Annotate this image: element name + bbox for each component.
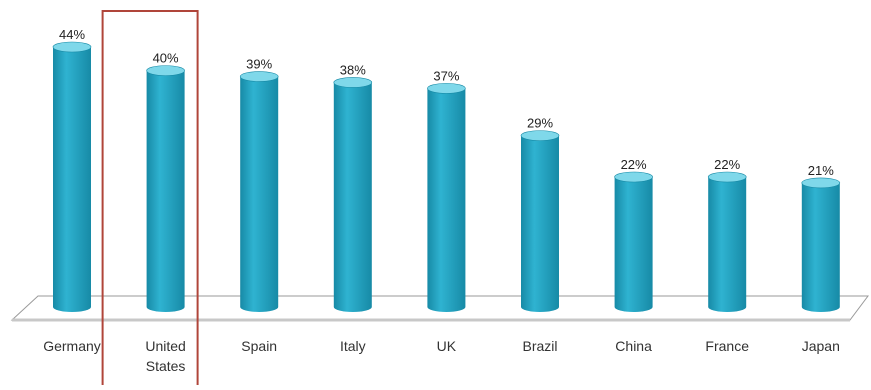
bar-top-germany	[52, 41, 92, 53]
category-label-japan: Japan	[802, 338, 840, 354]
category-label-brazil: Brazil	[522, 338, 557, 354]
category-label-spain: Spain	[241, 338, 277, 354]
data-label-china: 22%	[621, 157, 647, 172]
data-label-germany: 44%	[59, 27, 85, 42]
bar-top-brazil	[520, 130, 560, 141]
data-label-italy: 38%	[340, 62, 366, 77]
bar-france	[708, 177, 747, 312]
category-label-china-line-1: China	[615, 338, 652, 354]
bar-top-italy	[333, 77, 373, 88]
bars-group	[52, 41, 841, 313]
data-labels-group: 44% 40% 39% 38% 37% 29% 22% 22% 21%	[59, 27, 834, 178]
category-label-spain-line-1: Spain	[241, 338, 277, 354]
data-label-uk: 37%	[433, 68, 459, 83]
bar-top-france	[707, 171, 747, 183]
bar-top-china	[614, 171, 653, 183]
category-label-france: France	[705, 338, 749, 354]
category-label-italy-line-1: Italy	[340, 338, 366, 354]
category-label-japan-line-1: Japan	[802, 338, 840, 354]
category-label-germany: Germany	[43, 338, 101, 354]
data-label-spain: 39%	[246, 57, 272, 72]
category-label-italy: Italy	[340, 338, 366, 354]
bar-top-uk	[427, 83, 466, 94]
category-label-china: China	[615, 338, 652, 354]
bar-japan	[801, 182, 840, 312]
bar-united-states	[146, 70, 185, 313]
bar-china	[614, 177, 653, 312]
bar-top-spain	[239, 71, 279, 82]
data-label-france: 22%	[714, 157, 740, 172]
bar-uk	[427, 88, 466, 312]
bar-italy	[333, 82, 372, 312]
category-label-uk-line-1: UK	[437, 338, 457, 354]
bar-spain	[240, 76, 279, 312]
data-label-japan: 21%	[808, 163, 834, 178]
data-label-brazil: 29%	[527, 116, 553, 131]
category-label-united-states-line-1: United	[145, 338, 185, 354]
data-label-united-states: 40%	[153, 51, 179, 66]
bar-top-japan	[801, 177, 841, 189]
category-label-france-line-1: France	[705, 338, 749, 354]
bar-top-united-states	[146, 65, 185, 76]
category-label-united-states-line-2: States	[146, 358, 186, 374]
category-label-uk: UK	[437, 338, 457, 354]
category-label-brazil-line-1: Brazil	[522, 338, 557, 354]
category-label-united-states: United States	[145, 338, 185, 374]
bar-germany	[53, 47, 91, 312]
category-labels-group: Germany United States Spain Italy UK Brazil Chi…	[43, 338, 840, 374]
category-label-germany-line-1: Germany	[43, 338, 101, 354]
bar-brazil	[521, 135, 559, 312]
